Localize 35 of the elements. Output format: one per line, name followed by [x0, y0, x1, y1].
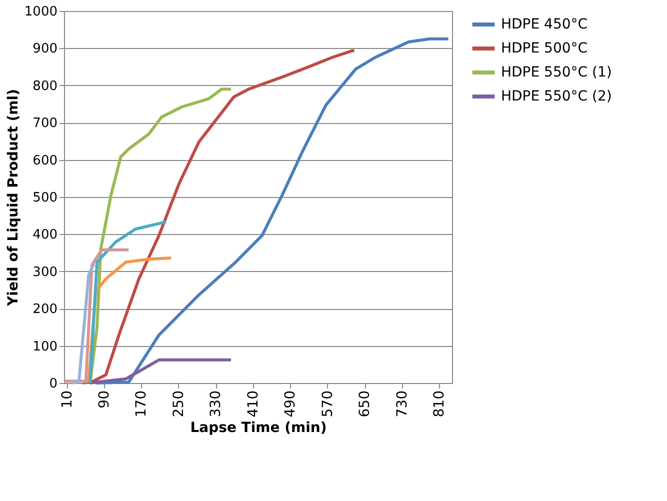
legend-label: HDPE 500°C: [501, 40, 588, 56]
x-tick-label: 10: [59, 390, 76, 408]
y-tick-label: 200: [32, 302, 58, 318]
x-tick-label: 730: [394, 390, 410, 418]
x-tick-label: 570: [320, 390, 336, 418]
x-tick-label: 330: [208, 390, 224, 418]
line-series: [88, 220, 168, 384]
y-tick-label: 700: [32, 116, 58, 132]
line-series: [88, 358, 233, 384]
y-tick-label: 400: [32, 228, 58, 243]
y-tick-label: 900: [32, 42, 58, 57]
x-tick-label: 90: [96, 390, 113, 408]
x-tick-label: 250: [170, 390, 187, 418]
x-tick-label: 410: [245, 390, 262, 418]
y-tick-label: 300: [32, 264, 58, 280]
x-axis-title: Lapse Time (min): [190, 420, 327, 436]
y-tick-label: 500: [32, 190, 58, 206]
legend-label: HDPE 550°C (2): [501, 88, 612, 104]
y-tick-label: 100: [32, 339, 58, 354]
x-tick-label: 170: [134, 390, 150, 418]
y-tick-label: 1000: [24, 4, 58, 20]
y-tick-label: 800: [32, 78, 58, 94]
y-tick-label: 0: [49, 376, 58, 392]
x-tick-label: 490: [282, 390, 299, 418]
x-tick-label: 650: [357, 390, 374, 418]
line-series: [94, 37, 450, 384]
line-series: [62, 248, 130, 384]
line-series: [88, 88, 233, 384]
legend-label: HDPE 450°C: [501, 16, 588, 32]
legend-label: HDPE 550°C (1): [501, 64, 612, 80]
y-tick-label: 600: [32, 153, 58, 168]
x-tick-label: 810: [431, 390, 448, 418]
line-series: [70, 262, 96, 384]
line-series: [82, 49, 356, 384]
y-axis-title: Yield of Liquid Product (ml): [5, 89, 22, 307]
